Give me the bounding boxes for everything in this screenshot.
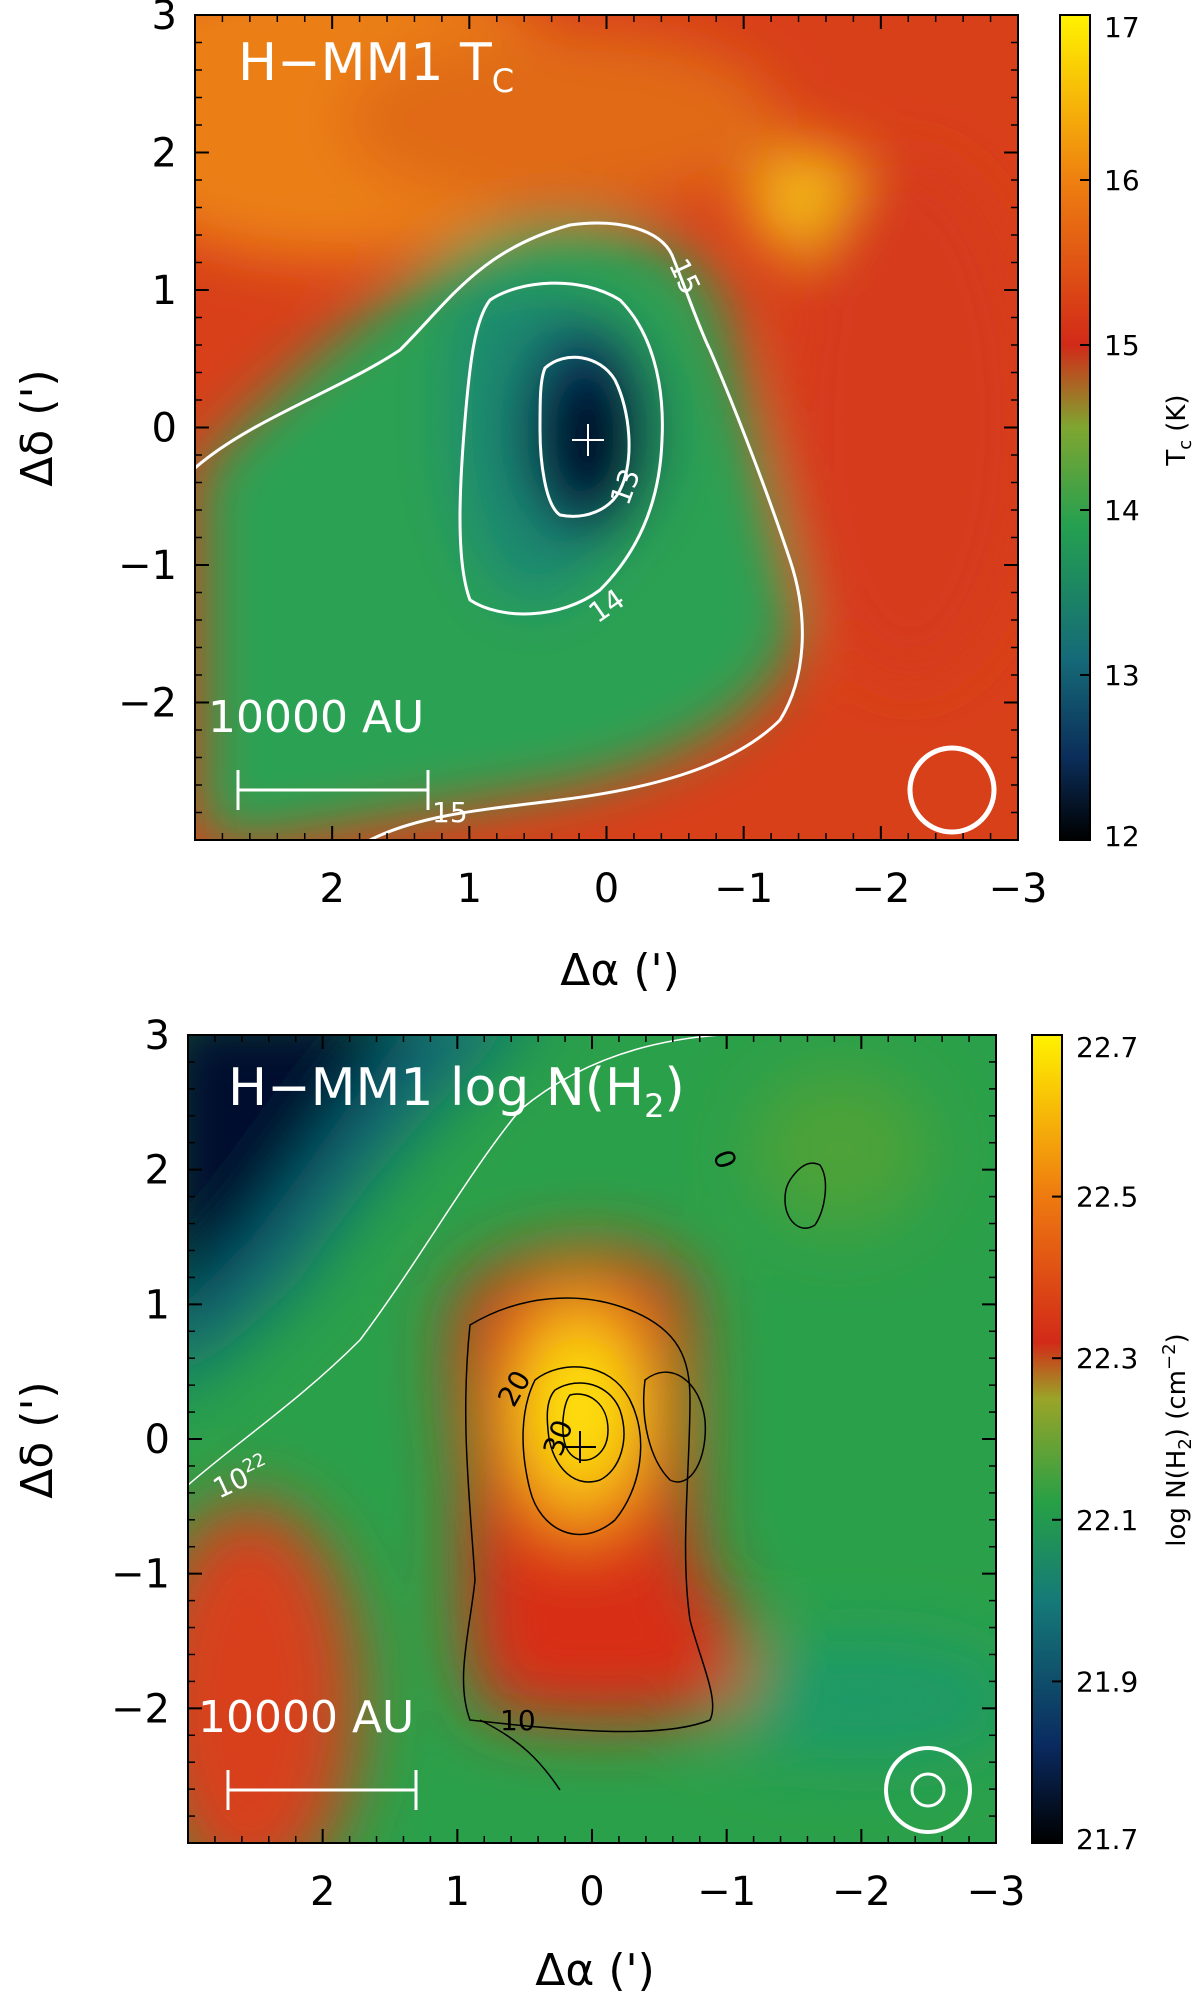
x-tick-label: −3 [967, 1869, 1026, 1915]
x-tick-label: 2 [319, 866, 344, 912]
axis-ticks: 2 1 0 −1 −2 −3 3 2 1 0 −1 −2 [118, 0, 1047, 912]
colorbar-tick-label: 21.7 [1076, 1823, 1138, 1856]
x-tick-label: −2 [851, 866, 910, 912]
beam-circle-outer [884, 1746, 972, 1834]
column-density-map [188, 1035, 996, 1843]
colorbar [1059, 14, 1091, 841]
colorbar-tick-label: 22.5 [1076, 1181, 1138, 1214]
colorbar-tick-label: 15 [1104, 329, 1140, 362]
y-tick-label: 1 [152, 268, 177, 314]
y-tick-label: −2 [111, 1686, 170, 1732]
y-tick-label: 2 [152, 131, 177, 177]
x-tick-label: −3 [989, 866, 1048, 912]
colorbar-tick-label: 16 [1104, 164, 1140, 197]
temperature-contours [195, 221, 804, 840]
colorbar-tick-label: 22.3 [1076, 1342, 1138, 1375]
colorbar-tick-label: 22.1 [1076, 1504, 1138, 1537]
temperature-panel: 15 14 13 15 10000 AU H−MM1 TC 2 1 0 −1 −2 −3 3… [12, 0, 1196, 996]
y-tick-label: −1 [111, 1552, 170, 1598]
colorbar-tick-label: 14 [1104, 494, 1140, 527]
x-tick-label: −2 [832, 1869, 891, 1915]
y-axis-label: Δδ (') [12, 1381, 63, 1498]
y-tick-label: 0 [152, 406, 177, 452]
scale-bar-label: 10000 AU [208, 692, 424, 743]
x-tick-label: 1 [445, 1869, 470, 1915]
x-axis-label: Δα (') [560, 945, 680, 996]
x-tick-label: −1 [697, 1869, 756, 1915]
scale-bar-label: 10000 AU [198, 1692, 414, 1743]
y-tick-label: −1 [118, 543, 177, 589]
x-tick-label: 2 [310, 1869, 335, 1915]
column-density-panel: 20 30 10 0 1022 10000 AU H−MM1 log N(H2)… [12, 1013, 1196, 1996]
x-tick-label: 0 [594, 866, 619, 912]
source-marker [564, 1431, 596, 1463]
colorbar-ticks: 17 16 15 14 13 12 [1080, 11, 1140, 853]
colorbar-label: Tc(K) [1162, 394, 1196, 466]
colorbar-tick-label: 12 [1104, 820, 1140, 853]
temperature-map [195, 15, 1018, 840]
colorbar-label: log N(H2) (cm−2) [1159, 1333, 1196, 1546]
y-tick-label: 1 [145, 1282, 170, 1328]
scale-bar [226, 1770, 418, 1810]
source-marker [572, 424, 604, 456]
beam-circle [907, 745, 997, 835]
y-tick-label: 0 [145, 1417, 170, 1463]
y-tick-label: 3 [152, 0, 177, 39]
x-tick-label: 0 [579, 1869, 604, 1915]
x-tick-label: −1 [714, 866, 773, 912]
beam-circle-inner [910, 1772, 946, 1808]
y-tick-label: 2 [145, 1148, 170, 1194]
y-axis-label: Δδ (') [12, 369, 63, 486]
colorbar-tick-label: 22.7 [1076, 1031, 1138, 1064]
y-tick-label: 3 [145, 1013, 170, 1059]
contour-label-15-bottom: 15 [432, 796, 468, 829]
x-axis-label: Δα (') [535, 1945, 655, 1996]
colorbar [1031, 1034, 1063, 1844]
scale-bar [236, 770, 430, 810]
colorbar-ticks: 22.7 22.5 22.3 22.1 21.9 21.7 [1052, 1031, 1138, 1856]
panel-title: H−MM1 TC [238, 33, 514, 100]
panel-title: H−MM1 log N(H2) [228, 1058, 685, 1125]
colorbar-tick-label: 13 [1104, 659, 1140, 692]
y-tick-label: −2 [118, 681, 177, 727]
colorbar-tick-label: 21.9 [1076, 1665, 1138, 1698]
colorbar-tick-label: 17 [1104, 11, 1140, 44]
contour-label-10: 10 [500, 1704, 536, 1737]
x-tick-label: 1 [457, 866, 482, 912]
